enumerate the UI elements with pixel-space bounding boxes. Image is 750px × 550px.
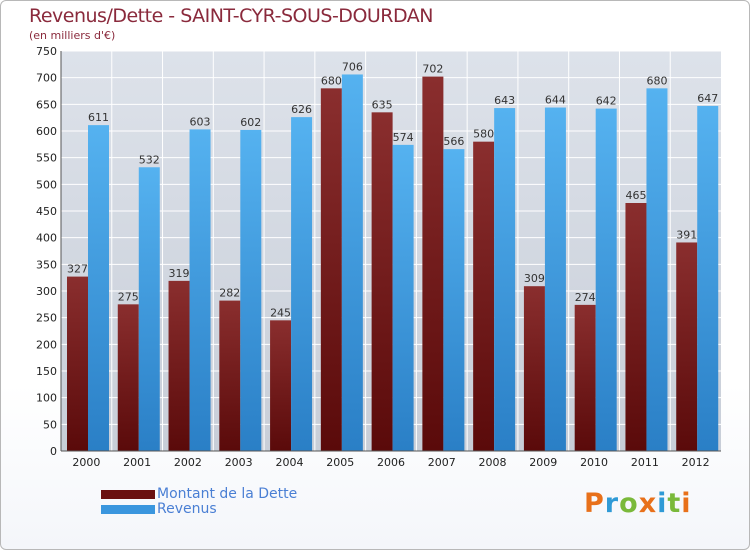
- bar-dette: [371, 112, 393, 451]
- logo-letter: o: [619, 488, 639, 519]
- legend-swatch-revenus: [101, 505, 155, 514]
- y-tick-label: 300: [36, 285, 57, 298]
- bar-dette: [523, 286, 545, 451]
- bar-revenus: [544, 107, 566, 452]
- brand-logo: Proxiti: [584, 488, 692, 519]
- data-label-dette: 391: [676, 228, 697, 241]
- x-tick-label: 2007: [428, 456, 456, 469]
- logo-letter: i: [681, 488, 692, 519]
- bar-revenus: [646, 88, 668, 451]
- bar-dette: [320, 88, 342, 451]
- y-tick-label: 700: [36, 72, 57, 85]
- bar-revenus: [240, 129, 262, 451]
- y-tick-label: 200: [36, 338, 57, 351]
- data-label-dette: 702: [422, 63, 443, 76]
- y-tick-label: 550: [36, 152, 57, 165]
- bar-revenus: [595, 108, 617, 451]
- bar-dette: [422, 76, 444, 451]
- data-label-revenus: 644: [545, 94, 566, 107]
- x-tick-label: 2008: [479, 456, 507, 469]
- bar-dette: [168, 280, 190, 451]
- y-tick-label: 500: [36, 178, 57, 191]
- x-tick-label: 2004: [275, 456, 303, 469]
- x-tick-label: 2000: [72, 456, 100, 469]
- bar-dette: [117, 304, 139, 451]
- x-tick-label: 2006: [377, 456, 405, 469]
- bar-revenus: [138, 167, 160, 451]
- chart-title: Revenus/Dette - SAINT-CYR-SOUS-DOURDAN: [29, 5, 434, 27]
- bar-dette: [625, 203, 647, 451]
- x-tick-label: 2011: [631, 456, 659, 469]
- bar-revenus: [697, 105, 719, 451]
- data-label-revenus: 706: [342, 60, 363, 73]
- data-label-revenus: 603: [190, 115, 211, 128]
- y-tick-label: 600: [36, 125, 57, 138]
- data-label-revenus: 626: [291, 103, 312, 116]
- bar-dette: [473, 141, 495, 451]
- x-tick-label: 2012: [682, 456, 710, 469]
- legend-swatch-dette: [101, 490, 155, 499]
- data-label-dette: 309: [524, 272, 545, 285]
- data-label-revenus: 602: [240, 116, 261, 129]
- y-tick-label: 150: [36, 365, 57, 378]
- x-tick-label: 2003: [225, 456, 253, 469]
- data-label-dette: 319: [169, 267, 190, 280]
- bar-revenus: [494, 108, 516, 452]
- y-tick-label: 450: [36, 205, 57, 218]
- y-tick-label: 400: [36, 232, 57, 245]
- data-label-revenus: 574: [393, 131, 414, 144]
- logo-letter: i: [657, 488, 668, 519]
- bar-dette: [676, 242, 698, 451]
- bar-revenus: [88, 125, 109, 451]
- bar-revenus: [341, 74, 363, 451]
- x-tick-label: 2002: [174, 456, 202, 469]
- data-label-dette: 465: [625, 189, 646, 202]
- legend-label-revenus: Revenus: [157, 501, 217, 517]
- data-label-dette: 635: [372, 98, 393, 111]
- data-label-revenus: 647: [697, 92, 718, 105]
- logo-letter: r: [604, 488, 620, 519]
- data-label-revenus: 680: [646, 74, 667, 87]
- x-tick-label: 2010: [580, 456, 608, 469]
- bar-dette: [574, 304, 596, 451]
- bar-dette: [270, 320, 292, 451]
- x-tick-label: 2005: [326, 456, 354, 469]
- data-label-revenus: 643: [494, 94, 515, 107]
- data-label-revenus: 611: [88, 111, 109, 124]
- y-tick-label: 100: [36, 392, 57, 405]
- y-tick-label: 350: [36, 258, 57, 271]
- data-label-revenus: 642: [596, 95, 617, 108]
- x-tick-label: 2009: [529, 456, 557, 469]
- legend-label-dette: Montant de la Dette: [157, 486, 298, 502]
- x-tick-label: 2001: [123, 456, 151, 469]
- bar-revenus: [189, 129, 211, 451]
- logo-letter: P: [584, 488, 605, 519]
- y-tick-label: 650: [36, 98, 57, 111]
- data-label-revenus: 566: [443, 135, 464, 148]
- bar-revenus: [392, 144, 414, 451]
- bar-dette: [67, 276, 88, 451]
- logo-letter: t: [667, 488, 682, 519]
- y-tick-label: 750: [36, 45, 57, 58]
- chart-subtitle: (en milliers d'€): [29, 29, 116, 42]
- bar-revenus: [443, 149, 465, 451]
- y-tick-label: 250: [36, 312, 57, 325]
- data-label-dette: 327: [67, 263, 88, 276]
- data-label-revenus: 532: [139, 153, 160, 166]
- data-label-dette: 275: [118, 290, 139, 303]
- data-label-dette: 274: [575, 291, 596, 304]
- data-label-dette: 680: [321, 74, 342, 87]
- bar-dette: [219, 300, 241, 451]
- bar-revenus: [291, 117, 313, 451]
- y-tick-label: 0: [50, 445, 57, 458]
- logo-letter: x: [638, 488, 658, 519]
- y-tick-label: 50: [43, 418, 57, 431]
- data-label-dette: 282: [219, 287, 240, 300]
- data-label-dette: 245: [270, 306, 291, 319]
- data-label-dette: 580: [473, 128, 494, 141]
